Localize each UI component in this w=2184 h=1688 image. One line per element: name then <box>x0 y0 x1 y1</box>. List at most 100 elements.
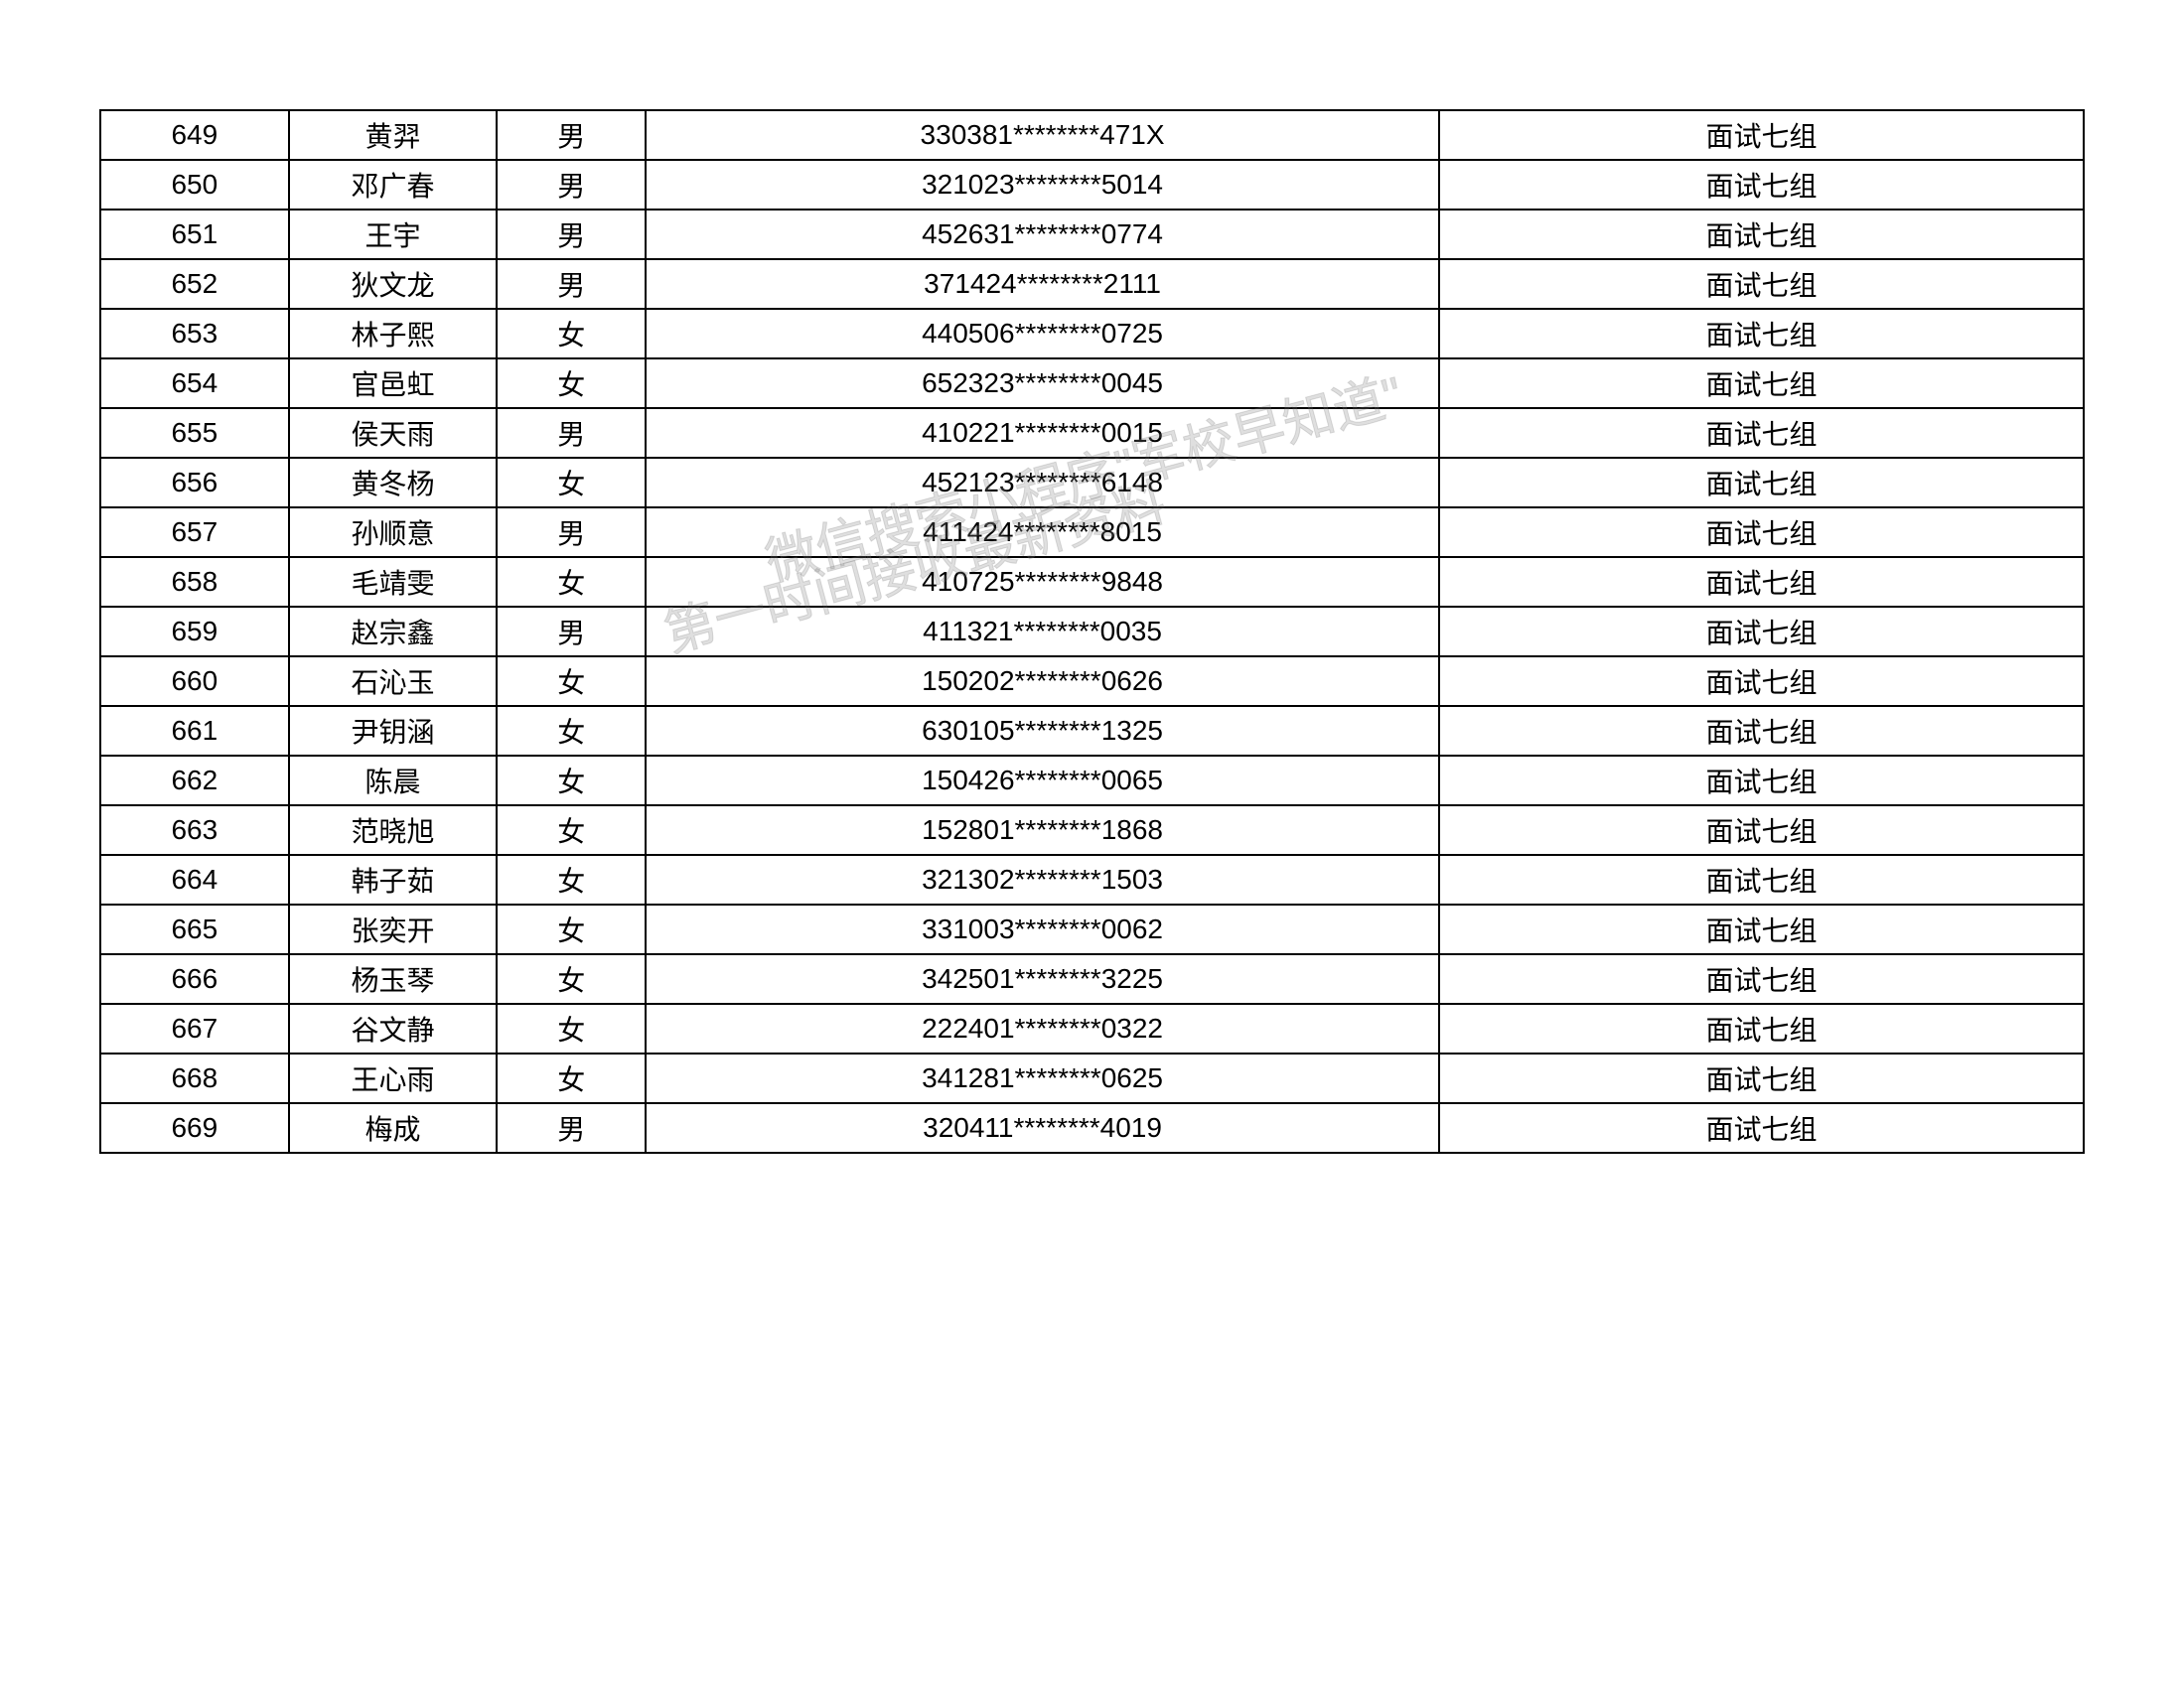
gender-cell: 女 <box>497 855 646 905</box>
table-row: 666杨玉琴女342501********3225面试七组 <box>100 954 2084 1004</box>
sequence-cell: 649 <box>100 110 289 160</box>
table-row: 660石沁玉女150202********0626面试七组 <box>100 656 2084 706</box>
sequence-cell: 662 <box>100 756 289 805</box>
sequence-cell: 651 <box>100 210 289 259</box>
group-cell: 面试七组 <box>1439 1004 2084 1054</box>
table-row: 662陈晨女150426********0065面试七组 <box>100 756 2084 805</box>
id-number-cell: 440506********0725 <box>646 309 1439 358</box>
gender-cell: 女 <box>497 458 646 507</box>
table-body: 649黄羿男330381********471X面试七组650邓广春男32102… <box>100 110 2084 1153</box>
id-number-cell: 452123********6148 <box>646 458 1439 507</box>
table-row: 652狄文龙男371424********2111面试七组 <box>100 259 2084 309</box>
id-number-cell: 652323********0045 <box>646 358 1439 408</box>
sequence-cell: 665 <box>100 905 289 954</box>
gender-cell: 女 <box>497 706 646 756</box>
group-cell: 面试七组 <box>1439 259 2084 309</box>
gender-cell: 女 <box>497 309 646 358</box>
group-cell: 面试七组 <box>1439 855 2084 905</box>
group-cell: 面试七组 <box>1439 458 2084 507</box>
name-cell: 石沁玉 <box>289 656 498 706</box>
id-number-cell: 330381********471X <box>646 110 1439 160</box>
table-row: 655侯天雨男410221********0015面试七组 <box>100 408 2084 458</box>
group-cell: 面试七组 <box>1439 309 2084 358</box>
id-number-cell: 410725********9848 <box>646 557 1439 607</box>
id-number-cell: 321023********5014 <box>646 160 1439 210</box>
gender-cell: 女 <box>497 656 646 706</box>
group-cell: 面试七组 <box>1439 607 2084 656</box>
sequence-cell: 659 <box>100 607 289 656</box>
sequence-cell: 652 <box>100 259 289 309</box>
group-cell: 面试七组 <box>1439 160 2084 210</box>
table-row: 665张奕开女331003********0062面试七组 <box>100 905 2084 954</box>
sequence-cell: 653 <box>100 309 289 358</box>
sequence-cell: 668 <box>100 1054 289 1103</box>
name-cell: 韩子茹 <box>289 855 498 905</box>
gender-cell: 男 <box>497 607 646 656</box>
sequence-cell: 655 <box>100 408 289 458</box>
table-row: 650邓广春男321023********5014面试七组 <box>100 160 2084 210</box>
sequence-cell: 664 <box>100 855 289 905</box>
group-cell: 面试七组 <box>1439 557 2084 607</box>
id-number-cell: 321302********1503 <box>646 855 1439 905</box>
sequence-cell: 660 <box>100 656 289 706</box>
name-cell: 王宇 <box>289 210 498 259</box>
sequence-cell: 666 <box>100 954 289 1004</box>
table-row: 663范晓旭女152801********1868面试七组 <box>100 805 2084 855</box>
group-cell: 面试七组 <box>1439 756 2084 805</box>
group-cell: 面试七组 <box>1439 905 2084 954</box>
name-cell: 王心雨 <box>289 1054 498 1103</box>
table-row: 657孙顺意男411424********8015面试七组 <box>100 507 2084 557</box>
table-row: 658毛靖雯女410725********9848面试七组 <box>100 557 2084 607</box>
id-number-cell: 371424********2111 <box>646 259 1439 309</box>
name-cell: 梅成 <box>289 1103 498 1153</box>
gender-cell: 男 <box>497 210 646 259</box>
id-number-cell: 222401********0322 <box>646 1004 1439 1054</box>
gender-cell: 男 <box>497 259 646 309</box>
id-number-cell: 630105********1325 <box>646 706 1439 756</box>
name-cell: 毛靖雯 <box>289 557 498 607</box>
id-number-cell: 331003********0062 <box>646 905 1439 954</box>
name-cell: 侯天雨 <box>289 408 498 458</box>
group-cell: 面试七组 <box>1439 706 2084 756</box>
name-cell: 黄羿 <box>289 110 498 160</box>
roster-table-container: 649黄羿男330381********471X面试七组650邓广春男32102… <box>99 109 2085 1154</box>
table-row: 654官邑虹女652323********0045面试七组 <box>100 358 2084 408</box>
id-number-cell: 341281********0625 <box>646 1054 1439 1103</box>
name-cell: 黄冬杨 <box>289 458 498 507</box>
id-number-cell: 411424********8015 <box>646 507 1439 557</box>
name-cell: 狄文龙 <box>289 259 498 309</box>
gender-cell: 女 <box>497 954 646 1004</box>
group-cell: 面试七组 <box>1439 954 2084 1004</box>
gender-cell: 女 <box>497 805 646 855</box>
id-number-cell: 150202********0626 <box>646 656 1439 706</box>
group-cell: 面试七组 <box>1439 1054 2084 1103</box>
table-row: 659赵宗鑫男411321********0035面试七组 <box>100 607 2084 656</box>
id-number-cell: 411321********0035 <box>646 607 1439 656</box>
id-number-cell: 150426********0065 <box>646 756 1439 805</box>
gender-cell: 男 <box>497 160 646 210</box>
sequence-cell: 669 <box>100 1103 289 1153</box>
group-cell: 面试七组 <box>1439 656 2084 706</box>
sequence-cell: 654 <box>100 358 289 408</box>
table-row: 667谷文静女222401********0322面试七组 <box>100 1004 2084 1054</box>
name-cell: 林子熙 <box>289 309 498 358</box>
name-cell: 范晓旭 <box>289 805 498 855</box>
group-cell: 面试七组 <box>1439 110 2084 160</box>
gender-cell: 女 <box>497 557 646 607</box>
id-number-cell: 152801********1868 <box>646 805 1439 855</box>
name-cell: 邓广春 <box>289 160 498 210</box>
gender-cell: 女 <box>497 1054 646 1103</box>
name-cell: 官邑虹 <box>289 358 498 408</box>
roster-table: 649黄羿男330381********471X面试七组650邓广春男32102… <box>99 109 2085 1154</box>
sequence-cell: 663 <box>100 805 289 855</box>
sequence-cell: 657 <box>100 507 289 557</box>
table-row: 664韩子茹女321302********1503面试七组 <box>100 855 2084 905</box>
id-number-cell: 452631********0774 <box>646 210 1439 259</box>
gender-cell: 女 <box>497 756 646 805</box>
gender-cell: 女 <box>497 1004 646 1054</box>
group-cell: 面试七组 <box>1439 805 2084 855</box>
group-cell: 面试七组 <box>1439 507 2084 557</box>
name-cell: 张奕开 <box>289 905 498 954</box>
sequence-cell: 650 <box>100 160 289 210</box>
table-row: 668王心雨女341281********0625面试七组 <box>100 1054 2084 1103</box>
